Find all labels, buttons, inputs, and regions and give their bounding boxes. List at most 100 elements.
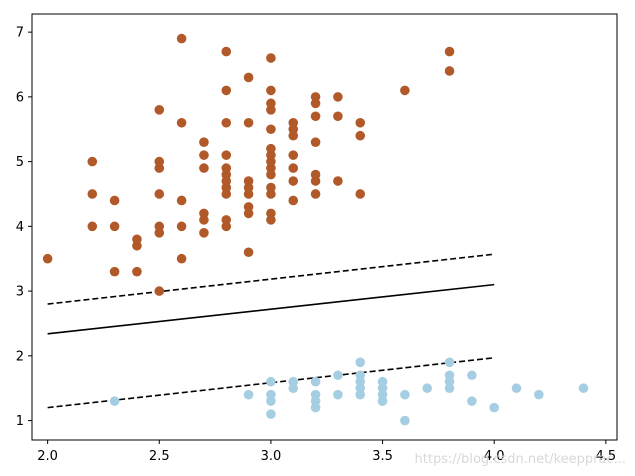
y-tick-label: 1	[16, 414, 24, 429]
x-tick-label: 3.5	[372, 449, 393, 464]
scatter-point	[444, 66, 455, 76]
scatter-point	[176, 253, 187, 264]
scatter-point	[310, 189, 321, 199]
scatter-point	[355, 370, 366, 381]
scatter-point	[199, 228, 209, 238]
y-tick-label: 6	[16, 90, 24, 105]
scatter-point	[199, 137, 209, 147]
scatter-point	[243, 72, 254, 83]
scatter-point	[288, 176, 299, 186]
scatter-point	[266, 208, 276, 219]
scatter-point	[243, 389, 254, 400]
scatter-point	[444, 46, 455, 57]
scatter-point	[467, 396, 477, 406]
scatter-point	[154, 156, 165, 167]
scatter-point	[132, 266, 142, 277]
scatter-point	[199, 163, 209, 173]
x-tick-label: 2.5	[149, 449, 170, 464]
y-tick-label: 4	[16, 220, 24, 235]
scatter-point	[355, 130, 366, 141]
scatter-point	[87, 221, 98, 232]
y-tick-label: 2	[16, 349, 24, 364]
scatter-point	[266, 85, 276, 96]
scatter-point	[109, 266, 120, 277]
scatter-point	[288, 117, 299, 128]
scatter-point	[534, 389, 544, 400]
y-tick-label: 3	[16, 285, 24, 300]
scatter-point	[400, 415, 410, 426]
scatter-point	[42, 253, 53, 264]
scatter-point	[310, 92, 321, 102]
scatter-point	[310, 376, 321, 387]
scatter-point	[221, 150, 232, 160]
scatter-point	[266, 376, 276, 387]
boundary-line	[47, 283, 495, 335]
scatter-point	[310, 389, 321, 400]
scatter-point	[400, 85, 410, 96]
scatter-point	[109, 396, 120, 406]
plot-frame	[31, 13, 618, 441]
scatter-point	[221, 46, 232, 57]
margin-line	[47, 356, 495, 409]
scatter-point	[333, 92, 343, 102]
scatter-point	[377, 376, 388, 387]
scatter-point	[266, 53, 276, 63]
scatter-point	[243, 176, 254, 186]
scatter-point	[266, 124, 276, 135]
data-points	[42, 33, 589, 426]
scatter-point	[288, 163, 299, 173]
scatter-point	[355, 117, 366, 128]
scatter-point	[176, 33, 187, 44]
scatter-point	[243, 202, 254, 212]
scatter-point	[221, 215, 232, 225]
scatter-point	[266, 409, 276, 419]
scatter-point	[266, 98, 276, 109]
margin-line	[47, 253, 495, 305]
scatter-point	[310, 137, 321, 147]
y-axis-ticks: 1 2 3 4 5 6 7	[16, 26, 32, 429]
scatter-point	[400, 389, 410, 400]
scatter-point	[221, 85, 232, 96]
scatter-point	[444, 370, 455, 381]
scatter-point	[154, 286, 165, 296]
scatter-point	[243, 247, 254, 258]
scatter-point	[87, 156, 98, 167]
scatter-point	[176, 221, 187, 232]
scatter-point	[221, 117, 232, 128]
scatter-point	[288, 376, 299, 387]
scatter-point	[444, 357, 455, 368]
x-tick-label: 4.0	[484, 449, 505, 464]
scatter-point	[310, 169, 321, 180]
scatter-point	[355, 189, 366, 199]
scatter-point	[467, 370, 477, 381]
scatter-point	[199, 150, 209, 160]
scatter-point	[132, 234, 142, 245]
scatter-point	[109, 221, 120, 232]
y-tick-label: 5	[16, 155, 24, 170]
scatter-point	[266, 389, 276, 400]
scatter-point	[243, 117, 254, 128]
scatter-point	[154, 189, 165, 199]
x-axis-ticks: 2.0 2.5 3.0 3.5 4.0 4.5	[37, 440, 616, 464]
scatter-point	[109, 195, 120, 206]
scatter-point	[266, 182, 276, 193]
scatter-point	[578, 383, 589, 394]
scatter-point	[355, 357, 366, 368]
scatter-point	[288, 150, 299, 160]
watermark-text: https://blog.csdn.net/keepprac...	[415, 452, 626, 467]
scatter-point	[199, 208, 209, 219]
scatter-point	[489, 402, 499, 413]
x-tick-label: 2.0	[37, 449, 58, 464]
scatter-point	[176, 117, 187, 128]
x-tick-label: 4.5	[595, 449, 616, 464]
scatter-point	[87, 189, 98, 199]
scatter-point	[221, 163, 232, 173]
scatter-point	[422, 383, 433, 394]
scatter-point	[333, 370, 343, 381]
scatter-point	[333, 176, 343, 186]
x-tick-label: 3.0	[261, 449, 282, 464]
scatter-point	[288, 195, 299, 206]
scatter-point	[154, 221, 165, 232]
scatter-point	[333, 389, 343, 400]
